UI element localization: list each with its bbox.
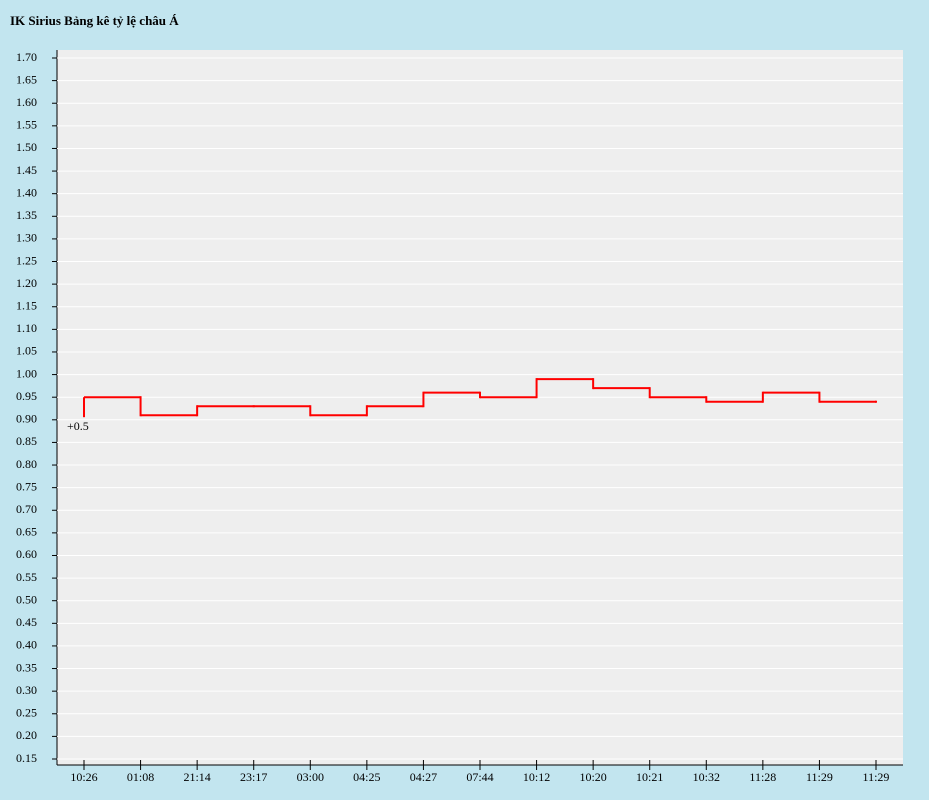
y-tick-label: 0.35 [16,660,37,674]
x-tick-label: 04:27 [410,770,437,784]
y-tick-label: 0.90 [16,412,37,426]
y-tick-label: 0.80 [16,457,37,471]
y-tick-label: 1.55 [16,118,37,132]
y-tick-label: 0.55 [16,570,37,584]
y-tick-label: 0.65 [16,525,37,539]
x-tick-label: 11:29 [863,770,890,784]
y-tick-label: 0.95 [16,389,37,403]
x-tick-label: 23:17 [240,770,267,784]
y-tick-label: 1.10 [16,321,37,335]
y-tick-label: 0.70 [16,502,37,516]
x-tick-label: 21:14 [183,770,210,784]
y-tick-label: 0.15 [16,751,37,765]
y-tick-label: 0.45 [16,615,37,629]
chart-title: IK Sirius Bảng kê tỷ lệ châu Á [10,13,179,28]
x-tick-label: 03:00 [297,770,324,784]
y-tick-label: 1.50 [16,140,37,154]
y-tick-label: 1.25 [16,253,37,267]
y-tick-label: 0.50 [16,592,37,606]
y-tick-label: 1.30 [16,231,37,245]
x-tick-label: 01:08 [127,770,154,784]
y-tick-label: 0.25 [16,706,37,720]
x-tick-label: 11:28 [749,770,776,784]
x-tick-label: 10:21 [636,770,663,784]
x-tick-label: 07:44 [466,770,493,784]
y-tick-label: 1.00 [16,366,37,380]
y-tick-label: 0.60 [16,547,37,561]
y-tick-label: 1.15 [16,298,37,312]
y-tick-label: 1.20 [16,276,37,290]
y-tick-label: 0.20 [16,728,37,742]
x-tick-label: 10:20 [579,770,606,784]
annotation: +0.5 [67,419,89,433]
y-tick-label: 1.35 [16,208,37,222]
x-tick-label: 10:12 [523,770,550,784]
y-tick-label: 1.05 [16,344,37,358]
x-tick-label: 10:26 [70,770,97,784]
x-tick-label: 11:29 [806,770,833,784]
y-tick-label: 1.70 [16,50,37,64]
y-tick-label: 0.85 [16,434,37,448]
y-tick-label: 0.30 [16,683,37,697]
x-tick-label: 10:32 [693,770,720,784]
y-tick-label: 0.75 [16,479,37,493]
y-tick-label: 1.60 [16,95,37,109]
y-tick-label: 1.65 [16,72,37,86]
plot-area [57,50,903,765]
y-tick-label: 1.40 [16,185,37,199]
x-tick-label: 04:25 [353,770,380,784]
y-tick-label: 0.40 [16,638,37,652]
y-tick-label: 1.45 [16,163,37,177]
